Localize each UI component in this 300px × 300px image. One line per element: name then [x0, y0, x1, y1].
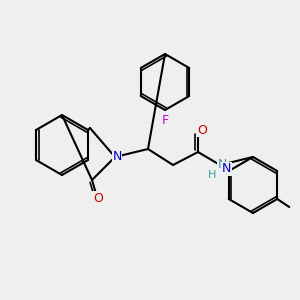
Text: O: O — [93, 191, 103, 205]
Text: H: H — [208, 170, 216, 180]
Text: N: N — [217, 158, 227, 172]
Text: O: O — [197, 124, 207, 136]
Text: F: F — [161, 115, 169, 128]
Text: N: N — [222, 163, 231, 176]
Text: N: N — [112, 151, 122, 164]
